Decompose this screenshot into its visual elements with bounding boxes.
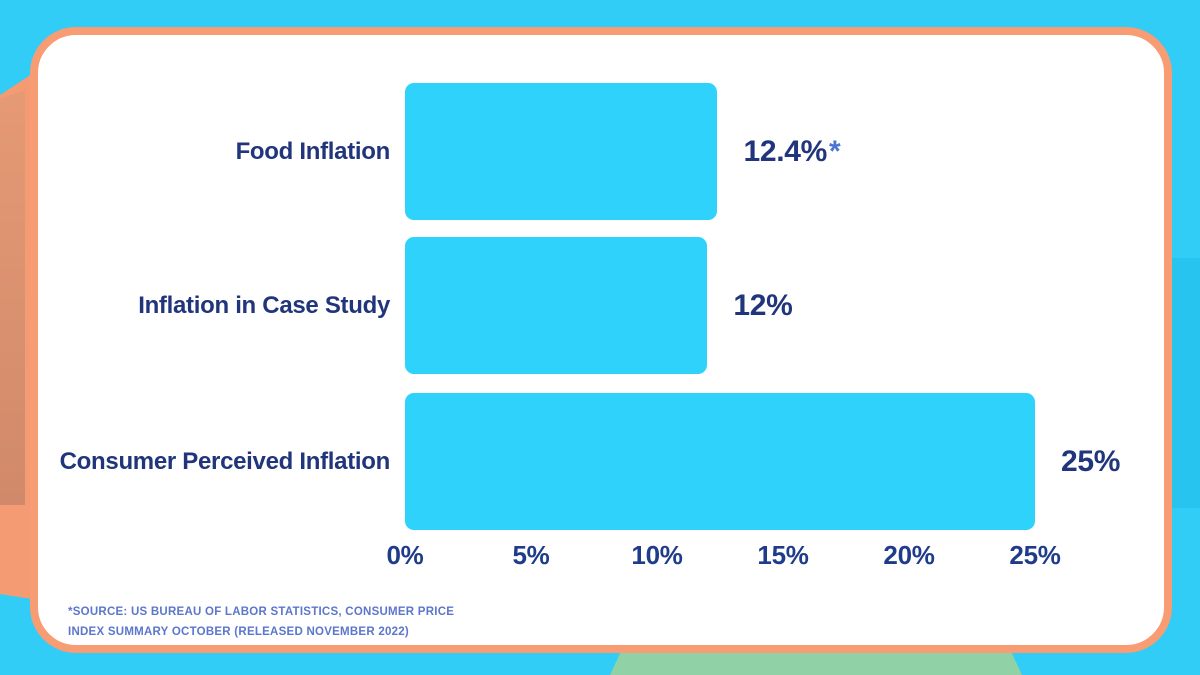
bar-consumer-perceived-inflation: [405, 393, 1035, 530]
bar-food-inflation: [405, 83, 718, 220]
bar-case-study-inflation: [405, 237, 708, 374]
value-label-consumer-perceived-inflation: 25%: [1061, 393, 1122, 530]
value-label-food-inflation: 12.4% *: [743, 83, 840, 220]
x-axis-tick-20: 20%: [883, 539, 935, 570]
category-label-case-study-inflation: Inflation in Case Study: [138, 291, 390, 319]
value-text: 12.4%: [743, 134, 828, 168]
source-footnote-line2: INDEX SUMMARY OCTOBER (RELEASED NOVEMBER…: [68, 626, 410, 638]
source-footnote: *SOURCE: US BUREAU OF LABOR STATISTICS, …: [68, 602, 454, 642]
value-label-case-study-inflation: 12%: [733, 237, 794, 374]
value-text: 12%: [733, 288, 793, 322]
x-axis-tick-0: 0%: [386, 539, 424, 570]
x-axis-tick-10: 10%: [631, 539, 683, 570]
value-text: 25%: [1061, 444, 1121, 478]
asterisk-marker: *: [829, 134, 841, 168]
x-axis-tick-25: 25%: [1009, 539, 1061, 570]
category-label-consumer-perceived-inflation: Consumer Perceived Inflation: [59, 447, 391, 475]
left-orange-blob-shadow: [0, 90, 25, 505]
source-footnote-line1: *SOURCE: US BUREAU OF LABOR STATISTICS, …: [68, 606, 455, 618]
x-axis-tick-15: 15%: [757, 539, 809, 570]
x-axis-tick-5: 5%: [512, 539, 550, 570]
category-label-food-inflation: Food Inflation: [235, 137, 391, 165]
